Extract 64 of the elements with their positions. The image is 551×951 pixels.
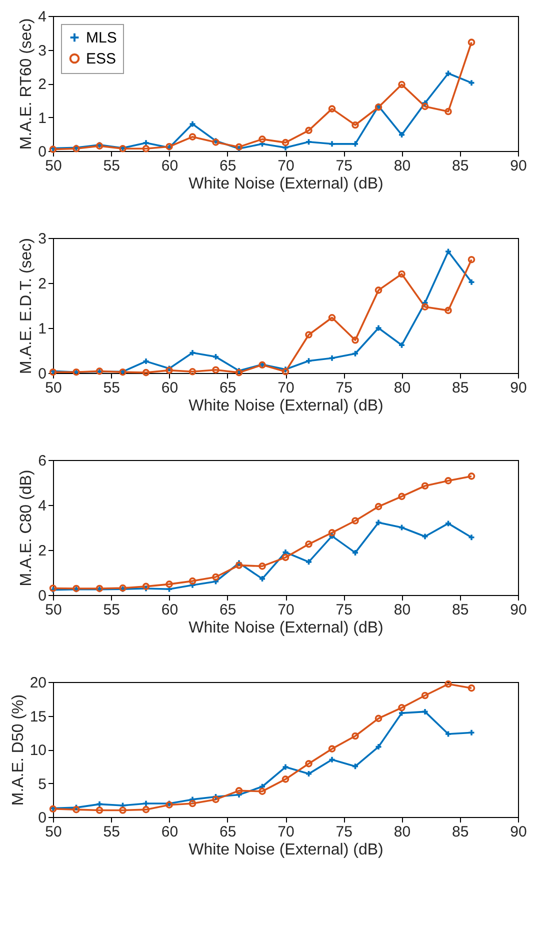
- x-tick-label: 60: [161, 824, 178, 840]
- x-tick-label: 90: [510, 824, 527, 840]
- x-tick-label: 85: [452, 602, 469, 618]
- x-tick-label: 70: [278, 824, 294, 840]
- x-tick-label: 80: [394, 824, 411, 840]
- x-tick-label: 90: [510, 602, 527, 618]
- x-tick-label: 85: [452, 380, 469, 396]
- legend-label: ESS: [86, 50, 116, 68]
- x-tick-label: 80: [394, 602, 411, 618]
- x-axis-title: White Noise (External) (dB): [188, 398, 384, 414]
- x-tick-label: 65: [220, 602, 236, 618]
- x-tick-label: 65: [220, 824, 236, 840]
- x-axis-title: White Noise (External) (dB): [188, 842, 384, 858]
- y-axis-title: M.A.E. D50 (%): [10, 694, 27, 806]
- x-tick-label: 80: [394, 158, 411, 174]
- y-axis-title: M.A.E. E.D.T. (sec): [18, 238, 36, 374]
- y-tick-label: 0: [38, 810, 46, 826]
- y-tick-label: 2: [38, 542, 46, 560]
- x-tick-label: 70: [278, 602, 294, 618]
- y-tick-label: 2: [38, 276, 46, 292]
- x-tick-label: 75: [336, 380, 352, 396]
- x-tick-label: 60: [161, 158, 178, 174]
- x-tick-label: 75: [336, 602, 352, 618]
- x-tick-label: 65: [220, 380, 236, 396]
- y-tick-label: 1: [38, 110, 46, 127]
- y-tick-label: 5: [38, 776, 46, 793]
- y-axis-title: M.A.E. C80 (dB): [18, 470, 36, 586]
- x-tick-label: 55: [103, 824, 120, 840]
- x-tick-label: 60: [161, 602, 178, 618]
- x-tick-label: 70: [278, 158, 294, 174]
- x-tick-label: 50: [45, 602, 62, 618]
- legend-label: MLS: [86, 30, 117, 46]
- y-tick-label: 0: [38, 144, 46, 160]
- x-tick-label: 50: [45, 380, 62, 396]
- y-tick-label: 1: [38, 320, 46, 338]
- x-tick-label: 50: [45, 824, 62, 840]
- y-tick-label: 6: [38, 452, 46, 470]
- y-tick-label: 20: [30, 674, 46, 692]
- y-tick-label: 0: [38, 366, 46, 382]
- x-axis-title: White Noise (External) (dB): [188, 176, 384, 192]
- y-axis-title: M.A.E. RT60 (sec): [18, 18, 36, 150]
- x-tick-label: 55: [103, 380, 120, 396]
- x-tick-label: 80: [394, 380, 411, 396]
- x-axis-title: White Noise (External) (dB): [188, 620, 384, 636]
- x-tick-label: 60: [161, 380, 178, 396]
- y-tick-label: 15: [30, 708, 46, 726]
- x-tick-label: 65: [220, 158, 236, 174]
- y-tick-label: 0: [38, 588, 46, 604]
- y-tick-label: 2: [38, 76, 46, 93]
- x-tick-label: 85: [452, 158, 469, 174]
- x-tick-label: 85: [452, 824, 469, 840]
- x-tick-label: 75: [336, 158, 352, 174]
- y-tick-label: 4: [38, 8, 46, 26]
- x-tick-label: 50: [45, 158, 62, 174]
- x-tick-label: 70: [278, 380, 294, 396]
- x-tick-label: 90: [510, 158, 527, 174]
- x-tick-label: 90: [510, 380, 527, 396]
- y-tick-label: 3: [38, 230, 46, 248]
- x-tick-label: 55: [103, 602, 120, 618]
- y-tick-label: 10: [30, 742, 46, 759]
- x-tick-label: 75: [336, 824, 352, 840]
- y-tick-label: 4: [38, 498, 46, 514]
- y-tick-label: 3: [38, 42, 46, 60]
- x-tick-label: 55: [103, 158, 120, 174]
